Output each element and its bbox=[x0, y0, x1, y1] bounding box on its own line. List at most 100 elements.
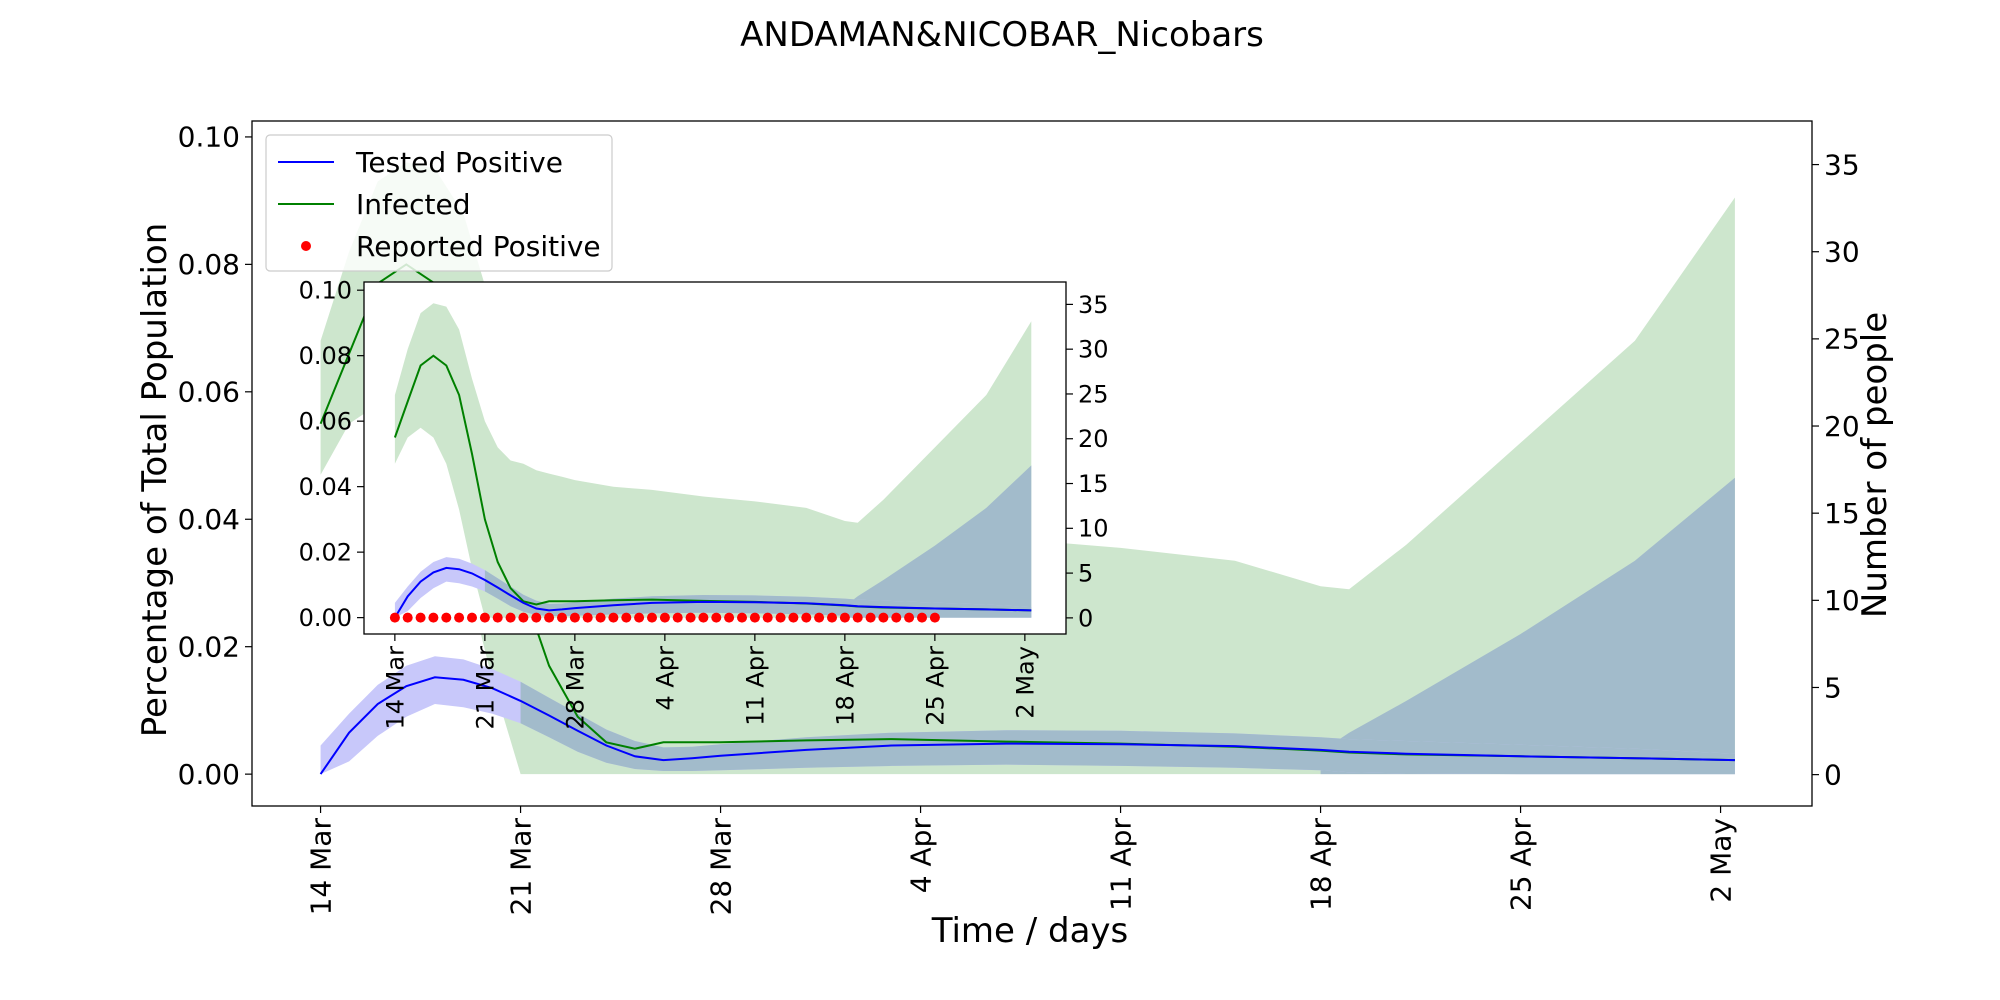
inset-reported-point bbox=[711, 612, 722, 623]
inset-reported-point bbox=[891, 612, 902, 623]
inset-reported-point bbox=[595, 612, 606, 623]
main-tested-positive-line bbox=[319, 676, 1735, 775]
inset-reported-point bbox=[852, 612, 863, 623]
inset-xtick-label: 4 Apr bbox=[651, 646, 679, 711]
inset-reported-point bbox=[827, 612, 837, 623]
inset-ytick-right-label: 15 bbox=[1078, 470, 1109, 498]
main-ytick-left-label: 0.08 bbox=[178, 248, 240, 281]
inset-reported-point bbox=[878, 612, 889, 623]
inset-reported-point bbox=[749, 612, 760, 623]
y-axis-label-right: Number of people bbox=[1855, 312, 1895, 618]
main-frame bbox=[251, 120, 1813, 807]
inset-reported-point bbox=[402, 612, 413, 623]
main-xtick-label: 14 Mar bbox=[304, 818, 337, 916]
legend-reported-positive-label: Reported Positive bbox=[356, 230, 601, 263]
main-tested-band-overlap bbox=[520, 681, 1735, 775]
inset-forecast-band bbox=[844, 465, 1032, 618]
inset-reported-point bbox=[724, 612, 735, 623]
inset-reported-point bbox=[672, 612, 683, 623]
legend-reported-positive-swatch bbox=[301, 241, 311, 251]
legend-tested-positive-label: Tested Positive bbox=[355, 146, 563, 179]
inset-reported-point bbox=[441, 612, 452, 623]
main-ytick-right-label: 5 bbox=[1824, 671, 1842, 704]
main-ytick-right-label: 15 bbox=[1824, 497, 1860, 530]
inset-reported-point bbox=[505, 612, 516, 623]
inset-ytick-right-label: 20 bbox=[1078, 425, 1109, 453]
inset-xtick-label: 18 Apr bbox=[831, 646, 859, 726]
main-ytick-right-label: 0 bbox=[1824, 758, 1842, 791]
inset-reported-point bbox=[518, 612, 529, 623]
inset-infected-band bbox=[394, 303, 1032, 618]
main-xtick-label: 4 Apr bbox=[904, 818, 937, 894]
inset-ytick-right-label: 30 bbox=[1078, 336, 1109, 364]
inset-reported-point bbox=[608, 612, 619, 623]
inset-reported-point bbox=[557, 612, 567, 623]
inset-ytick-left-label: 0.04 bbox=[299, 473, 352, 501]
inset-reported-point bbox=[904, 612, 915, 623]
main-ytick-left-label: 0.04 bbox=[178, 503, 240, 536]
legend: Tested Positive Infected Reported Positive bbox=[265, 134, 613, 272]
inset-reported-point bbox=[621, 612, 632, 623]
inset-xtick-label: 2 May bbox=[1011, 646, 1039, 719]
main-ytick-right-label: 35 bbox=[1824, 148, 1860, 181]
main-ytick-left-label: 0.02 bbox=[178, 630, 240, 663]
inset-ytick-right-label: 10 bbox=[1078, 515, 1109, 543]
x-axis-label: Time / days bbox=[931, 911, 1129, 951]
main-ytick-right-label: 30 bbox=[1824, 236, 1860, 269]
inset-reported-point bbox=[814, 612, 825, 623]
inset-reported-point bbox=[737, 612, 747, 623]
main-xtick-label: 2 May bbox=[1704, 818, 1737, 903]
inset-xtick-label: 21 Mar bbox=[471, 646, 499, 730]
y-axis-label-left: Percentage of Total Population bbox=[135, 223, 175, 738]
inset-reported-point bbox=[492, 612, 503, 623]
inset-ytick-left-label: 0.02 bbox=[299, 539, 352, 567]
inset-reported-point bbox=[389, 612, 400, 623]
main-ytick-right-label: 20 bbox=[1824, 410, 1860, 443]
inset-reported-point bbox=[917, 612, 927, 623]
inset-ytick-left-label: 0.06 bbox=[299, 408, 352, 436]
inset-xtick-label: 14 Mar bbox=[381, 646, 409, 730]
inset-reported-point bbox=[839, 612, 850, 623]
inset-reported-point bbox=[929, 612, 940, 623]
inset-tested-band-overlap bbox=[484, 570, 1032, 618]
inset-reported-point bbox=[801, 612, 812, 623]
inset-reported-point bbox=[544, 612, 555, 623]
inset-ytick-right-label: 25 bbox=[1078, 380, 1109, 408]
inset-reported-point bbox=[685, 612, 696, 623]
inset-reported-point bbox=[775, 612, 786, 623]
inset-ytick-right-label: 5 bbox=[1078, 559, 1093, 587]
inset-frame bbox=[363, 281, 1067, 635]
main-forecast-band bbox=[1320, 477, 1735, 775]
inset-ytick-left-label: 0.08 bbox=[299, 342, 352, 370]
inset-ytick-left-label: 0.10 bbox=[299, 277, 352, 305]
inset-ytick-left-label: 0.00 bbox=[299, 604, 352, 632]
legend-infected-label: Infected bbox=[356, 188, 470, 221]
inset-reported-point bbox=[788, 612, 799, 623]
inset-reported-point bbox=[659, 612, 670, 623]
main-ytick-right-label: 10 bbox=[1824, 584, 1860, 617]
inset-xtick-label: 28 Mar bbox=[561, 646, 589, 730]
main-xtick-label: 21 Mar bbox=[504, 818, 537, 916]
inset-xtick-label: 25 Apr bbox=[921, 646, 949, 726]
inset-reported-point bbox=[647, 612, 657, 623]
inset-reported-point bbox=[634, 612, 645, 623]
inset-tested-positive-line bbox=[394, 566, 1032, 619]
inset-plot: 0.00 0.02 0.04 0.06 0.08 0.10 0 5 10 15 20 25 30 35 14… bbox=[299, 277, 1109, 730]
main-ytick-left-label: 0.00 bbox=[178, 758, 240, 791]
main-xtick-label: 28 Mar bbox=[704, 818, 737, 916]
inset-reported-point bbox=[454, 612, 465, 623]
main-xtick-label: 11 Apr bbox=[1104, 818, 1137, 911]
inset-reported-point bbox=[698, 612, 709, 623]
inset-reported-point bbox=[415, 612, 426, 623]
inset-reported-point bbox=[428, 612, 439, 623]
main-ytick-right-label: 25 bbox=[1824, 323, 1860, 356]
main-xtick-label: 25 Apr bbox=[1504, 818, 1537, 911]
inset-reported-point bbox=[865, 612, 876, 623]
inset-reported-point bbox=[479, 612, 490, 623]
legend-box bbox=[265, 134, 613, 272]
inset-reported-point bbox=[531, 612, 542, 623]
main-ytick-left-label: 0.10 bbox=[178, 121, 240, 154]
inset-reported-point bbox=[762, 612, 773, 623]
inset-reported-point bbox=[569, 612, 580, 623]
main-xtick-label: 18 Apr bbox=[1304, 818, 1337, 911]
